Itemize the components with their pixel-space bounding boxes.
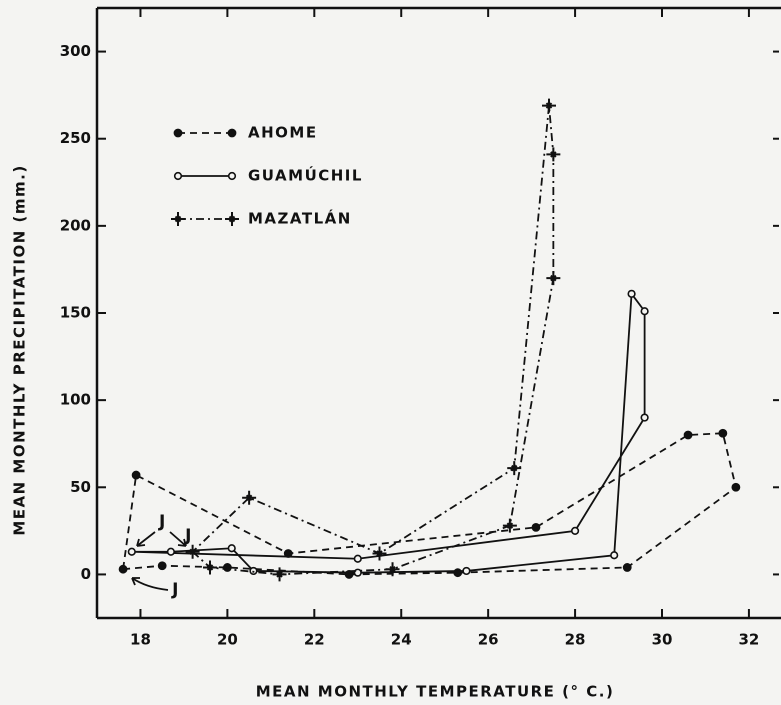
- star-marker: [542, 98, 556, 113]
- filled-circle-marker: [131, 470, 141, 480]
- series-line: [131, 291, 646, 574]
- open-circle-marker: [570, 526, 580, 535]
- annotation: J: [184, 526, 191, 546]
- x-tick-label: 22: [304, 631, 325, 649]
- x-tick-label: 24: [391, 631, 412, 649]
- open-circle-marker: [640, 413, 649, 422]
- filled-circle-marker: [731, 482, 741, 492]
- x-axis-label: MEAN MONTHLY TEMPERATURE (° C.): [256, 683, 615, 701]
- open-circle-marker: [610, 551, 619, 560]
- plot-frame: [95, 6, 781, 620]
- legend-label: GUAMÚCHIL: [248, 166, 363, 185]
- y-tick-label: 250: [60, 129, 91, 147]
- x-tick-label: 30: [652, 631, 673, 649]
- star-marker: [546, 271, 561, 286]
- open-circle-marker: [462, 566, 471, 576]
- open-circle-marker: [127, 547, 136, 556]
- star-marker: [372, 546, 387, 561]
- filled-circle-marker: [118, 564, 128, 574]
- star-marker: [171, 212, 185, 226]
- filled-circle-marker: [718, 428, 728, 438]
- open-circle-marker: [627, 289, 636, 298]
- series-line: [191, 105, 555, 576]
- open-circle-marker: [227, 544, 236, 553]
- star-marker: [507, 461, 522, 476]
- y-tick-label: 200: [60, 216, 91, 234]
- star-marker: [225, 212, 239, 226]
- y-tick-label: 50: [70, 478, 91, 496]
- annotation-arrow: [131, 577, 169, 591]
- open-circle-marker: [353, 554, 362, 563]
- y-tick-label: 100: [60, 391, 91, 409]
- filled-circle-marker: [227, 128, 237, 138]
- legend-label: AHOME: [248, 124, 318, 142]
- series-line: [122, 432, 737, 576]
- annotation-arrow: [169, 531, 187, 547]
- x-tick-label: 32: [738, 631, 759, 649]
- open-circle-marker: [227, 171, 237, 181]
- filled-circle-marker: [173, 128, 183, 138]
- open-circle-marker: [173, 171, 183, 181]
- filled-circle-marker: [531, 522, 541, 532]
- y-axis-label: MEAN MONTHLY PRECIPITATION (mm.): [11, 164, 29, 535]
- annotation-arrow: [136, 531, 156, 547]
- annotation: J: [171, 580, 178, 600]
- y-tick-label: 300: [60, 42, 91, 60]
- filled-circle-marker: [157, 561, 167, 571]
- y-tick-label: 150: [60, 304, 91, 322]
- filled-circle-marker: [622, 563, 632, 572]
- open-circle-marker: [166, 547, 175, 556]
- star-marker: [242, 490, 257, 505]
- star-marker: [203, 560, 217, 575]
- x-tick-label: 18: [130, 631, 151, 649]
- legend-label: MAZATLÁN: [248, 209, 352, 228]
- x-tick-label: 20: [217, 631, 238, 649]
- x-tick-label: 26: [478, 631, 499, 649]
- annotation: J: [158, 512, 165, 532]
- star-marker: [385, 562, 400, 577]
- x-tick-label: 28: [565, 631, 586, 649]
- open-circle-marker: [640, 307, 649, 316]
- star-marker: [185, 544, 200, 559]
- star-marker: [502, 518, 517, 533]
- y-tick-label: 0: [81, 565, 91, 583]
- star-marker: [546, 147, 561, 162]
- filled-circle-marker: [683, 430, 693, 440]
- star-marker: [272, 567, 287, 582]
